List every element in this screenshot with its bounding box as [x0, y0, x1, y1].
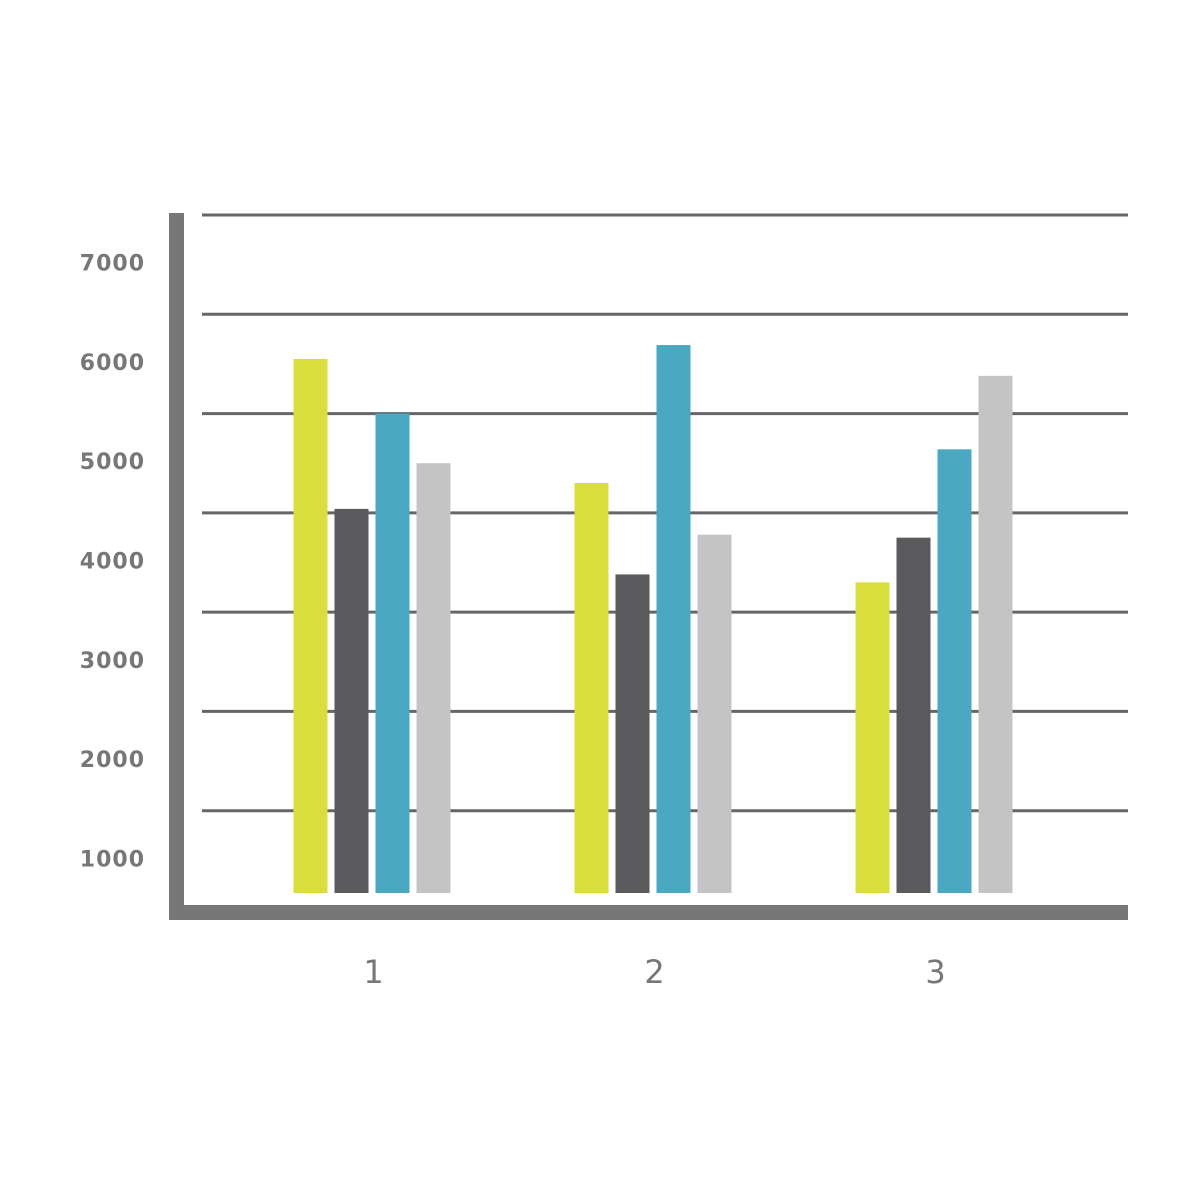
y-tick-label: 1000 [80, 847, 145, 872]
y-tick-label: 3000 [80, 649, 145, 674]
x-tick-label: 2 [644, 953, 664, 991]
x-tick-label: 1 [363, 953, 383, 991]
bar [375, 413, 410, 893]
bar [574, 483, 609, 893]
bar [937, 449, 972, 893]
bar [615, 574, 650, 893]
bar [293, 358, 328, 893]
x-tick-label: 3 [925, 953, 945, 991]
x-axis [169, 905, 1128, 920]
bar [855, 582, 890, 893]
y-axis [169, 213, 184, 920]
y-tick-label: 2000 [80, 748, 145, 773]
y-tick-label: 6000 [80, 351, 145, 376]
y-tick-label: 7000 [80, 252, 145, 277]
bar [978, 375, 1013, 893]
bar [697, 534, 732, 893]
bar [656, 345, 691, 893]
bar [896, 537, 931, 893]
bar [416, 463, 451, 893]
bar [334, 508, 369, 893]
y-tick-label: 5000 [80, 450, 145, 475]
y-tick-label: 4000 [80, 550, 145, 575]
